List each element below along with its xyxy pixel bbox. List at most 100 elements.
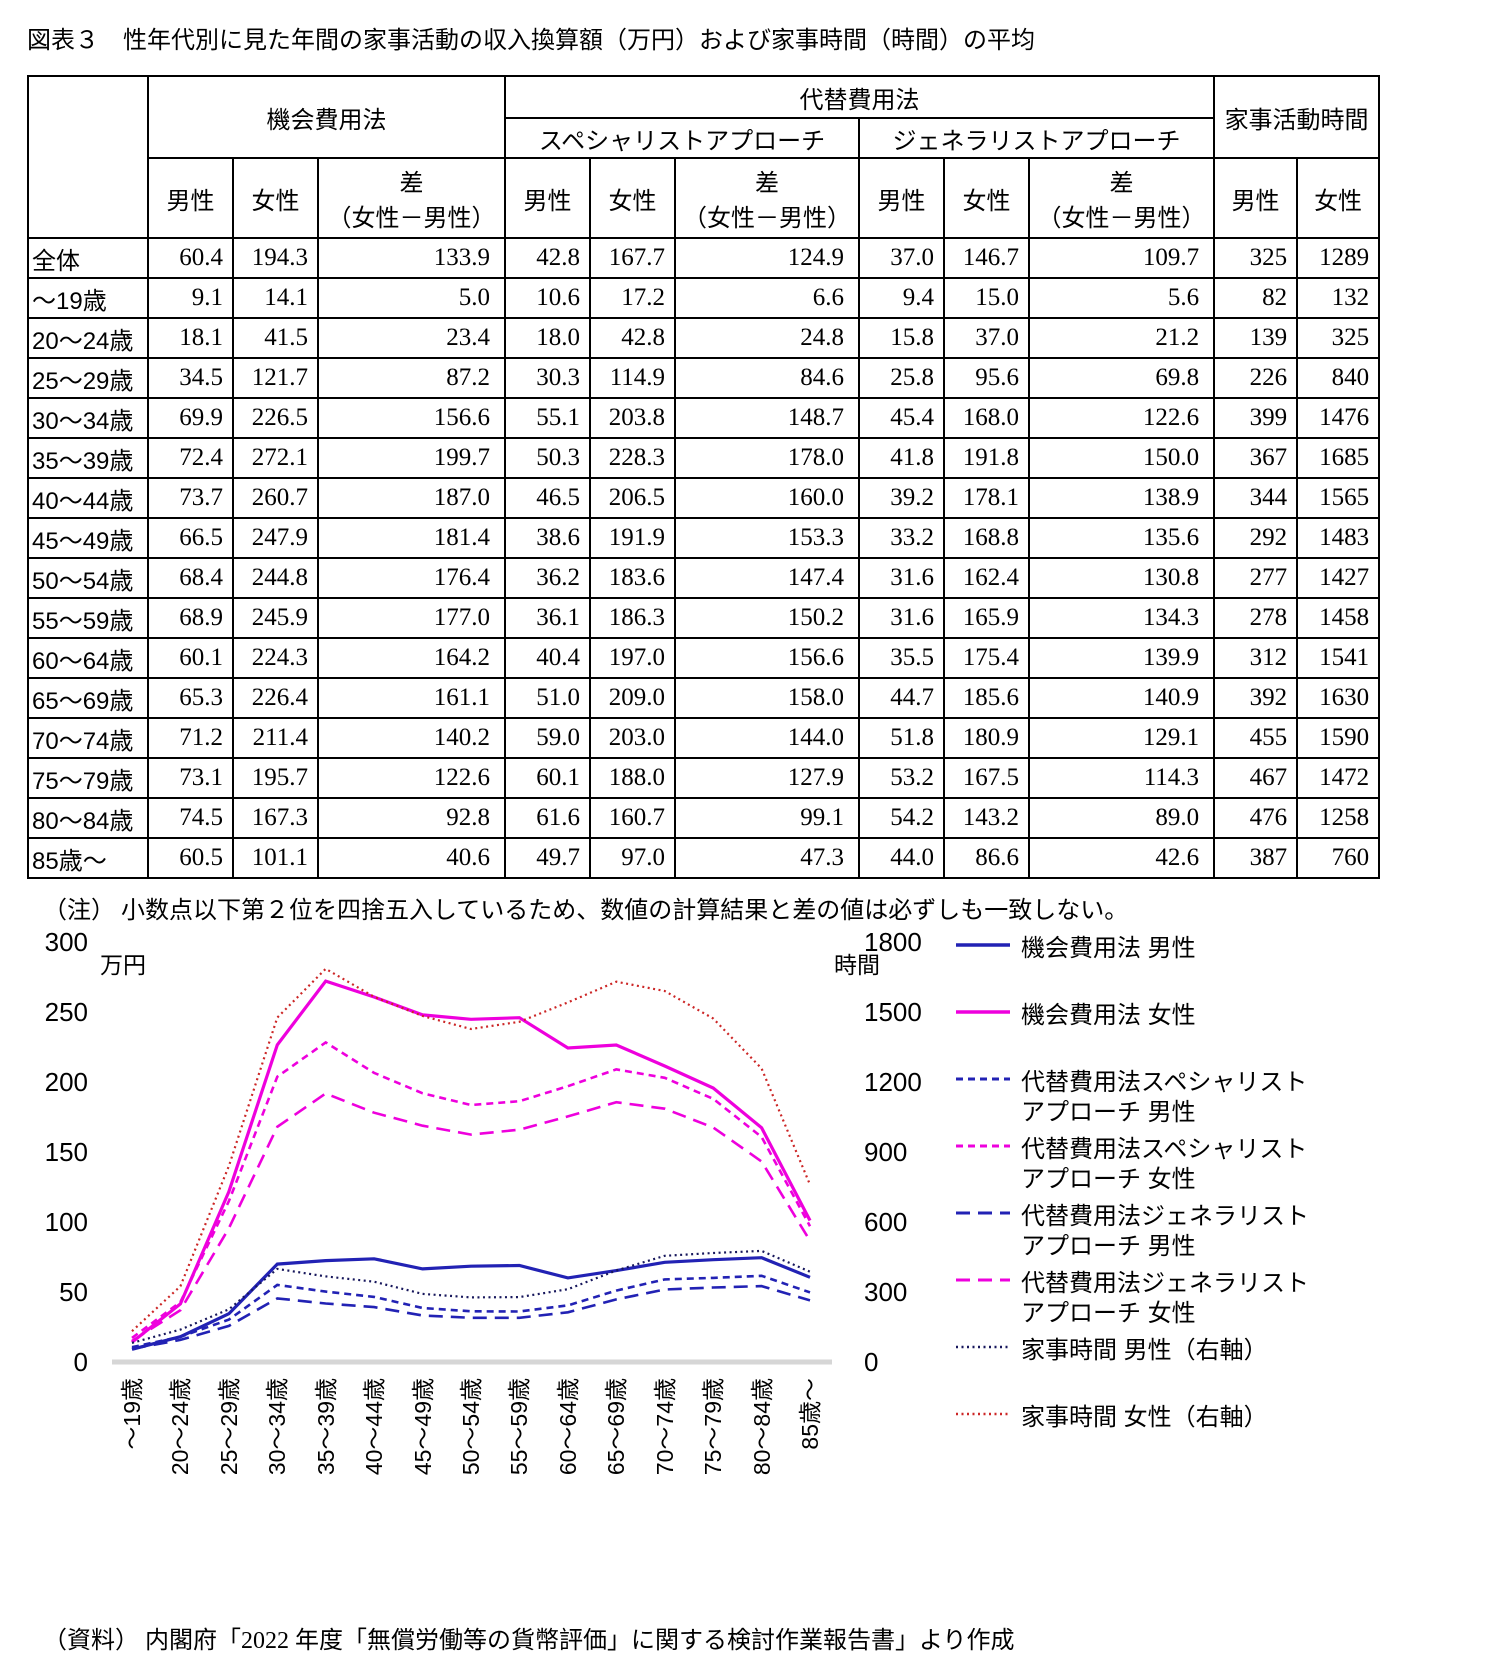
- table-cell: 153.3: [674, 517, 861, 559]
- table-cell: 399: [1213, 397, 1299, 439]
- chart-line: [131, 967, 812, 1333]
- table-cell: 124.9: [674, 237, 861, 279]
- table-cell: 226.5: [232, 397, 319, 439]
- right-axis-tick: 900: [864, 1137, 908, 1167]
- table-cell: 36.2: [504, 557, 592, 599]
- table-cell: 144.0: [674, 717, 861, 759]
- data-table: 機会費用法 代替費用法 家事活動時間 スペシャリストアプローチ ジェネラリストア…: [27, 75, 1381, 879]
- right-axis-tick: 1800: [864, 927, 922, 957]
- table-cell: 167.5: [943, 757, 1031, 799]
- table-cell: 206.5: [589, 477, 677, 519]
- legend-line: 家事時間 女性（右軸）: [955, 1397, 1475, 1431]
- table-cell: 467: [1213, 757, 1299, 799]
- table-cell: 17.2: [589, 277, 677, 319]
- x-axis-label: 25～29歳: [215, 1378, 242, 1476]
- header-female: 女性: [589, 157, 677, 239]
- header-female: 女性: [1296, 157, 1381, 239]
- x-axis-label: 45～49歳: [409, 1378, 436, 1476]
- legend-label: アプローチ 女性: [1021, 1300, 1196, 1327]
- table-cell: 168.0: [943, 397, 1031, 439]
- legend-line: 代替費用法スペシャリスト: [955, 1129, 1475, 1163]
- table-cell: 1427: [1296, 557, 1381, 599]
- table-cell: 31.6: [858, 557, 946, 599]
- table-cell: 95.6: [943, 357, 1031, 399]
- right-axis-tick: 600: [864, 1207, 908, 1237]
- x-axis-label: 35～39歳: [312, 1378, 339, 1476]
- legend-item: 家事時間 男性（右軸）: [955, 1330, 1475, 1397]
- table-cell: 82: [1213, 277, 1299, 319]
- table-cell: 50.3: [504, 437, 592, 479]
- table-cell: 133.9: [316, 237, 507, 279]
- table-cell: 195.7: [232, 757, 319, 799]
- table-cell: 177.0: [316, 597, 507, 639]
- table-row: 35～39歳 72.4 272.1 199.7 50.3 228.3 178.0 41.8 19…: [27, 437, 1381, 479]
- table-cell: 92.8: [316, 797, 507, 839]
- table-cell: 760: [1296, 837, 1381, 879]
- table-cell: 158.0: [674, 677, 861, 719]
- table-cell: 10.6: [504, 277, 592, 319]
- left-axis-tick: 200: [44, 1067, 88, 1097]
- chart-line: [131, 1284, 811, 1351]
- table-cell: 36.1: [504, 597, 592, 639]
- header-row-gender: 男性 女性 差 （女性－男性） 男性 女性 差 （女性－男性） 男性 女性 差 …: [28, 157, 1381, 239]
- table-cell: 150.0: [1028, 437, 1216, 479]
- x-axis-label: 85歳～: [797, 1378, 824, 1450]
- legend-label: 代替費用法ジェネラリスト: [1021, 1202, 1309, 1230]
- table-cell: 9.1: [147, 277, 234, 319]
- table-cell: 21.2: [1028, 317, 1216, 359]
- legend-sample-line: [956, 1077, 1010, 1081]
- table-cell: 18.0: [504, 317, 592, 359]
- table-cell: 277: [1213, 557, 1299, 599]
- table-cell: 60.1: [147, 637, 234, 679]
- table-cell: 33.2: [858, 517, 946, 559]
- header-diff-line2: （女性－男性）: [683, 205, 852, 232]
- legend-sample-line: [956, 1010, 1010, 1014]
- table-cell: 1472: [1296, 757, 1381, 799]
- table-row: ～19歳 9.1 14.1 5.0 10.6 17.2 6.6 9.4 15.0 5.6 82 132: [27, 277, 1381, 319]
- legend-sample-line: [956, 1412, 1010, 1416]
- table-cell: 1476: [1296, 397, 1381, 439]
- header-diff-line1: 差: [1109, 170, 1134, 197]
- table-cell: 167.3: [232, 797, 319, 839]
- header-male: 男性: [504, 157, 592, 239]
- table-cell: 71.2: [147, 717, 234, 759]
- line-chart-svg: [112, 967, 832, 1365]
- legend-label: 家事時間 男性（右軸）: [1021, 1336, 1268, 1364]
- x-axis-label: 80～84歳: [748, 1378, 775, 1476]
- table-cell: 101.1: [232, 837, 319, 879]
- table-cell: 164.2: [316, 637, 507, 679]
- table-cell: 162.4: [943, 557, 1031, 599]
- table-cell: 278: [1213, 597, 1299, 639]
- header-female: 女性: [943, 157, 1031, 239]
- table-cell: 476: [1213, 797, 1299, 839]
- table-cell: 59.0: [504, 717, 592, 759]
- table-cell: 97.0: [589, 837, 677, 879]
- left-axis-tick: 150: [44, 1137, 88, 1167]
- table-cell: 1258: [1296, 797, 1381, 839]
- x-axis-label: 55～59歳: [506, 1378, 533, 1476]
- table-cell: 74.5: [147, 797, 234, 839]
- row-label: 45～49歳: [27, 517, 149, 559]
- table-row: 65～69歳 65.3 226.4 161.1 51.0 209.0 158.0 44.7 18…: [27, 677, 1381, 719]
- table-cell: 194.3: [232, 237, 319, 279]
- table-cell: 60.5: [147, 837, 234, 879]
- x-axis-label: 30～34歳: [264, 1378, 291, 1476]
- chart-line: [131, 1092, 812, 1343]
- table-cell: 87.2: [316, 357, 507, 399]
- table-cell: 147.4: [674, 557, 861, 599]
- legend-line: 代替費用法スペシャリスト: [955, 1062, 1475, 1096]
- table-cell: 1630: [1296, 677, 1381, 719]
- table-cell: 134.3: [1028, 597, 1216, 639]
- table-cell: 60.1: [504, 757, 592, 799]
- x-axis-label: 75～79歳: [700, 1378, 727, 1476]
- legend-item: 家事時間 女性（右軸）: [955, 1397, 1475, 1464]
- table-row: 30～34歳 69.9 226.5 156.6 55.1 203.8 148.7 45.4 16…: [27, 397, 1381, 439]
- table-row: 20～24歳 18.1 41.5 23.4 18.0 42.8 24.8 15.8 37.0 21…: [27, 317, 1381, 359]
- table-row: 45～49歳 66.5 247.9 181.4 38.6 191.9 153.3 33.2 16…: [27, 517, 1381, 559]
- legend-label: アプローチ 女性: [1021, 1166, 1196, 1193]
- table-cell: 39.2: [858, 477, 946, 519]
- legend-label: 機会費用法 女性: [1021, 1001, 1196, 1029]
- table-cell: 1590: [1296, 717, 1381, 759]
- table-cell: 260.7: [232, 477, 319, 519]
- table-cell: 73.7: [147, 477, 234, 519]
